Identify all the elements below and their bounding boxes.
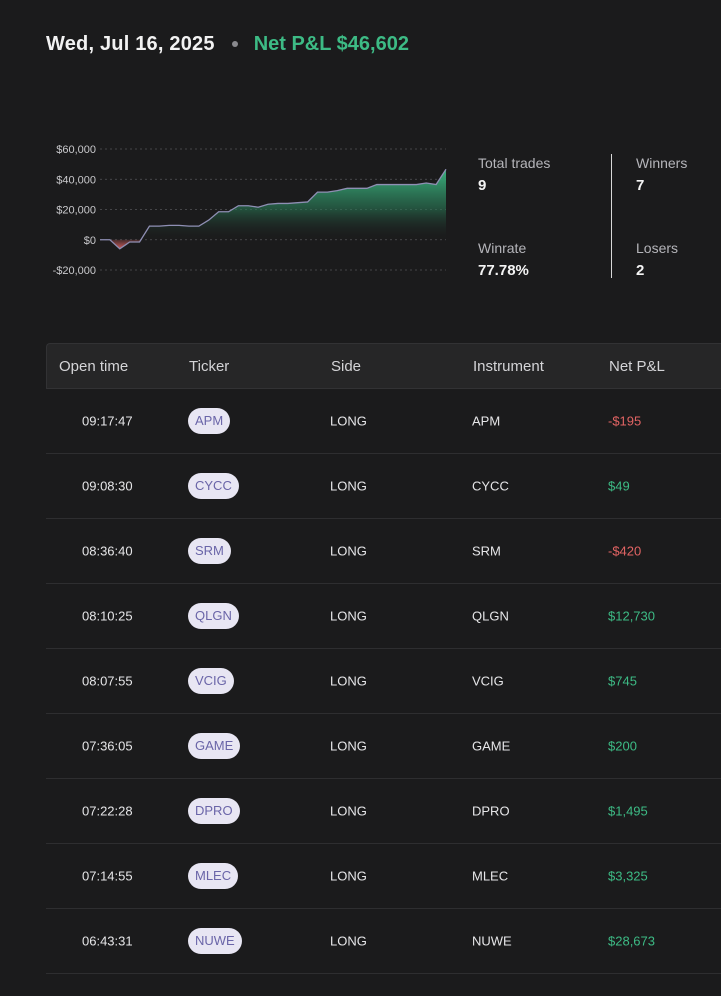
ticker-cell: MLEC xyxy=(188,863,239,889)
table-row[interactable]: 09:17:47 APM LONG APM -$195 xyxy=(46,389,721,454)
ticker-cell: SRM xyxy=(188,538,231,564)
ticker-cell: QLGN xyxy=(188,603,239,629)
table-row[interactable]: 07:14:55 MLEC LONG MLEC $3,325 xyxy=(46,844,721,909)
net-pnl-cell: $49 xyxy=(608,478,630,494)
ticker-pill[interactable]: DPRO xyxy=(188,798,240,824)
ticker-cell: GAME xyxy=(188,733,241,759)
day-stats: Total trades 9 Winners 7 Winrate 77.78% … xyxy=(478,150,721,285)
ticker-pill[interactable]: APM xyxy=(188,408,231,434)
open-time-cell: 08:10:25 xyxy=(82,608,133,624)
net-pnl-cell: $12,730 xyxy=(608,608,655,624)
table-row[interactable]: 06:43:31 NUWE LONG NUWE $28,673 xyxy=(46,909,721,974)
ticker-pill[interactable]: QLGN xyxy=(188,603,239,629)
column-header-open-time[interactable]: Open time xyxy=(59,357,129,375)
ticker-cell: NUWE xyxy=(188,928,242,954)
net-pnl-cell: $745 xyxy=(608,673,637,689)
side-cell: LONG xyxy=(330,413,367,429)
column-header-net-pnl[interactable]: Net P&L xyxy=(609,357,665,375)
y-tick-label: $40,000 xyxy=(56,174,96,186)
total-trades-value: 9 xyxy=(478,177,487,194)
ticker-cell: VCIG xyxy=(188,668,234,694)
stats-divider xyxy=(611,154,612,278)
separator-dot xyxy=(231,41,238,47)
table-body: 09:17:47 APM LONG APM -$195 09:08:30 CYCC LONG C… xyxy=(46,389,721,974)
side-cell: LONG xyxy=(330,543,367,559)
stat-total-trades: Total trades 9 xyxy=(478,154,550,195)
date-label: Wed, Jul 16, 2025 xyxy=(46,32,215,55)
net-pnl-label: Net P&L $46,602 xyxy=(253,32,409,55)
cumulative-pnl-line xyxy=(100,168,447,250)
trades-table: Open time Ticker Side Instrument Net P&L… xyxy=(46,343,721,974)
ticker-pill[interactable]: MLEC xyxy=(188,863,239,889)
open-time-cell: 07:14:55 xyxy=(82,868,133,884)
y-tick-label: $20,000 xyxy=(56,205,96,217)
open-time-cell: 09:08:30 xyxy=(82,478,133,494)
open-time-cell: 07:22:28 xyxy=(82,803,133,819)
winrate-value: 77.78% xyxy=(478,262,529,279)
table-header: Open time Ticker Side Instrument Net P&L xyxy=(46,343,721,389)
table-row[interactable]: 07:22:28 DPRO LONG DPRO $1,495 xyxy=(46,779,721,844)
stat-winrate: Winrate 77.78% xyxy=(478,239,529,280)
total-trades-label: Total trades xyxy=(478,155,551,171)
instrument-cell: VCIG xyxy=(472,673,504,689)
net-pnl-cell: $1,495 xyxy=(608,803,648,819)
negative-pnl-area xyxy=(100,239,446,249)
table-row[interactable]: 08:36:40 SRM LONG SRM -$420 xyxy=(46,519,721,584)
net-pnl-cell: $28,673 xyxy=(608,933,655,949)
ticker-cell: APM xyxy=(188,408,231,434)
column-header-side[interactable]: Side xyxy=(331,357,362,375)
winners-value: 7 xyxy=(636,177,645,194)
net-pnl-cell: -$195 xyxy=(608,413,642,429)
losers-label: Losers xyxy=(636,240,679,256)
y-tick-label: $0 xyxy=(84,235,96,247)
day-header: Wed, Jul 16, 2025 Net P&L $46,602 xyxy=(46,30,409,58)
instrument-cell: QLGN xyxy=(472,608,509,624)
stat-winners: Winners 7 xyxy=(636,154,687,195)
ticker-pill[interactable]: VCIG xyxy=(188,668,234,694)
ticker-cell: DPRO xyxy=(188,798,240,824)
ticker-pill[interactable]: GAME xyxy=(188,733,241,759)
instrument-cell: MLEC xyxy=(472,868,509,884)
instrument-cell: DPRO xyxy=(472,803,510,819)
ticker-cell: CYCC xyxy=(188,473,239,499)
instrument-cell: GAME xyxy=(472,738,511,754)
side-cell: LONG xyxy=(330,803,367,819)
instrument-cell: APM xyxy=(472,413,501,429)
winners-label: Winners xyxy=(636,155,688,171)
table-row[interactable]: 08:07:55 VCIG LONG VCIG $745 xyxy=(46,649,721,714)
side-cell: LONG xyxy=(330,478,367,494)
ticker-pill[interactable]: NUWE xyxy=(188,928,242,954)
column-header-ticker[interactable]: Ticker xyxy=(189,357,230,375)
positive-pnl-area xyxy=(100,169,446,240)
table-row[interactable]: 08:10:25 QLGN LONG QLGN $12,730 xyxy=(46,584,721,649)
instrument-cell: CYCC xyxy=(472,478,509,494)
column-header-instrument[interactable]: Instrument xyxy=(473,357,544,375)
y-tick-label: -$20,000 xyxy=(53,265,96,277)
winrate-label: Winrate xyxy=(478,240,527,256)
open-time-cell: 08:36:40 xyxy=(82,543,133,559)
y-tick-label: $60,000 xyxy=(56,144,96,156)
stat-losers: Losers 2 xyxy=(636,239,678,280)
side-cell: LONG xyxy=(330,673,367,689)
side-cell: LONG xyxy=(330,933,367,949)
open-time-cell: 07:36:05 xyxy=(82,738,133,754)
net-pnl-cell: $3,325 xyxy=(608,868,648,884)
open-time-cell: 08:07:55 xyxy=(82,673,133,689)
instrument-cell: NUWE xyxy=(472,933,512,949)
open-time-cell: 06:43:31 xyxy=(82,933,133,949)
net-pnl-cell: $200 xyxy=(608,738,637,754)
net-pnl-cell: -$420 xyxy=(608,543,642,559)
open-time-cell: 09:17:47 xyxy=(82,413,133,429)
side-cell: LONG xyxy=(330,738,367,754)
side-cell: LONG xyxy=(330,868,367,884)
side-cell: LONG xyxy=(330,608,367,624)
ticker-pill[interactable]: SRM xyxy=(188,538,231,564)
losers-value: 2 xyxy=(636,262,645,279)
table-row[interactable]: 07:36:05 GAME LONG GAME $200 xyxy=(46,714,721,779)
ticker-pill[interactable]: CYCC xyxy=(188,473,239,499)
table-row[interactable]: 09:08:30 CYCC LONG CYCC $49 xyxy=(46,454,721,519)
instrument-cell: SRM xyxy=(472,543,501,559)
cumulative-pnl-chart: $60,000 $40,000 $20,000 $0 -$20,000 xyxy=(53,144,447,277)
